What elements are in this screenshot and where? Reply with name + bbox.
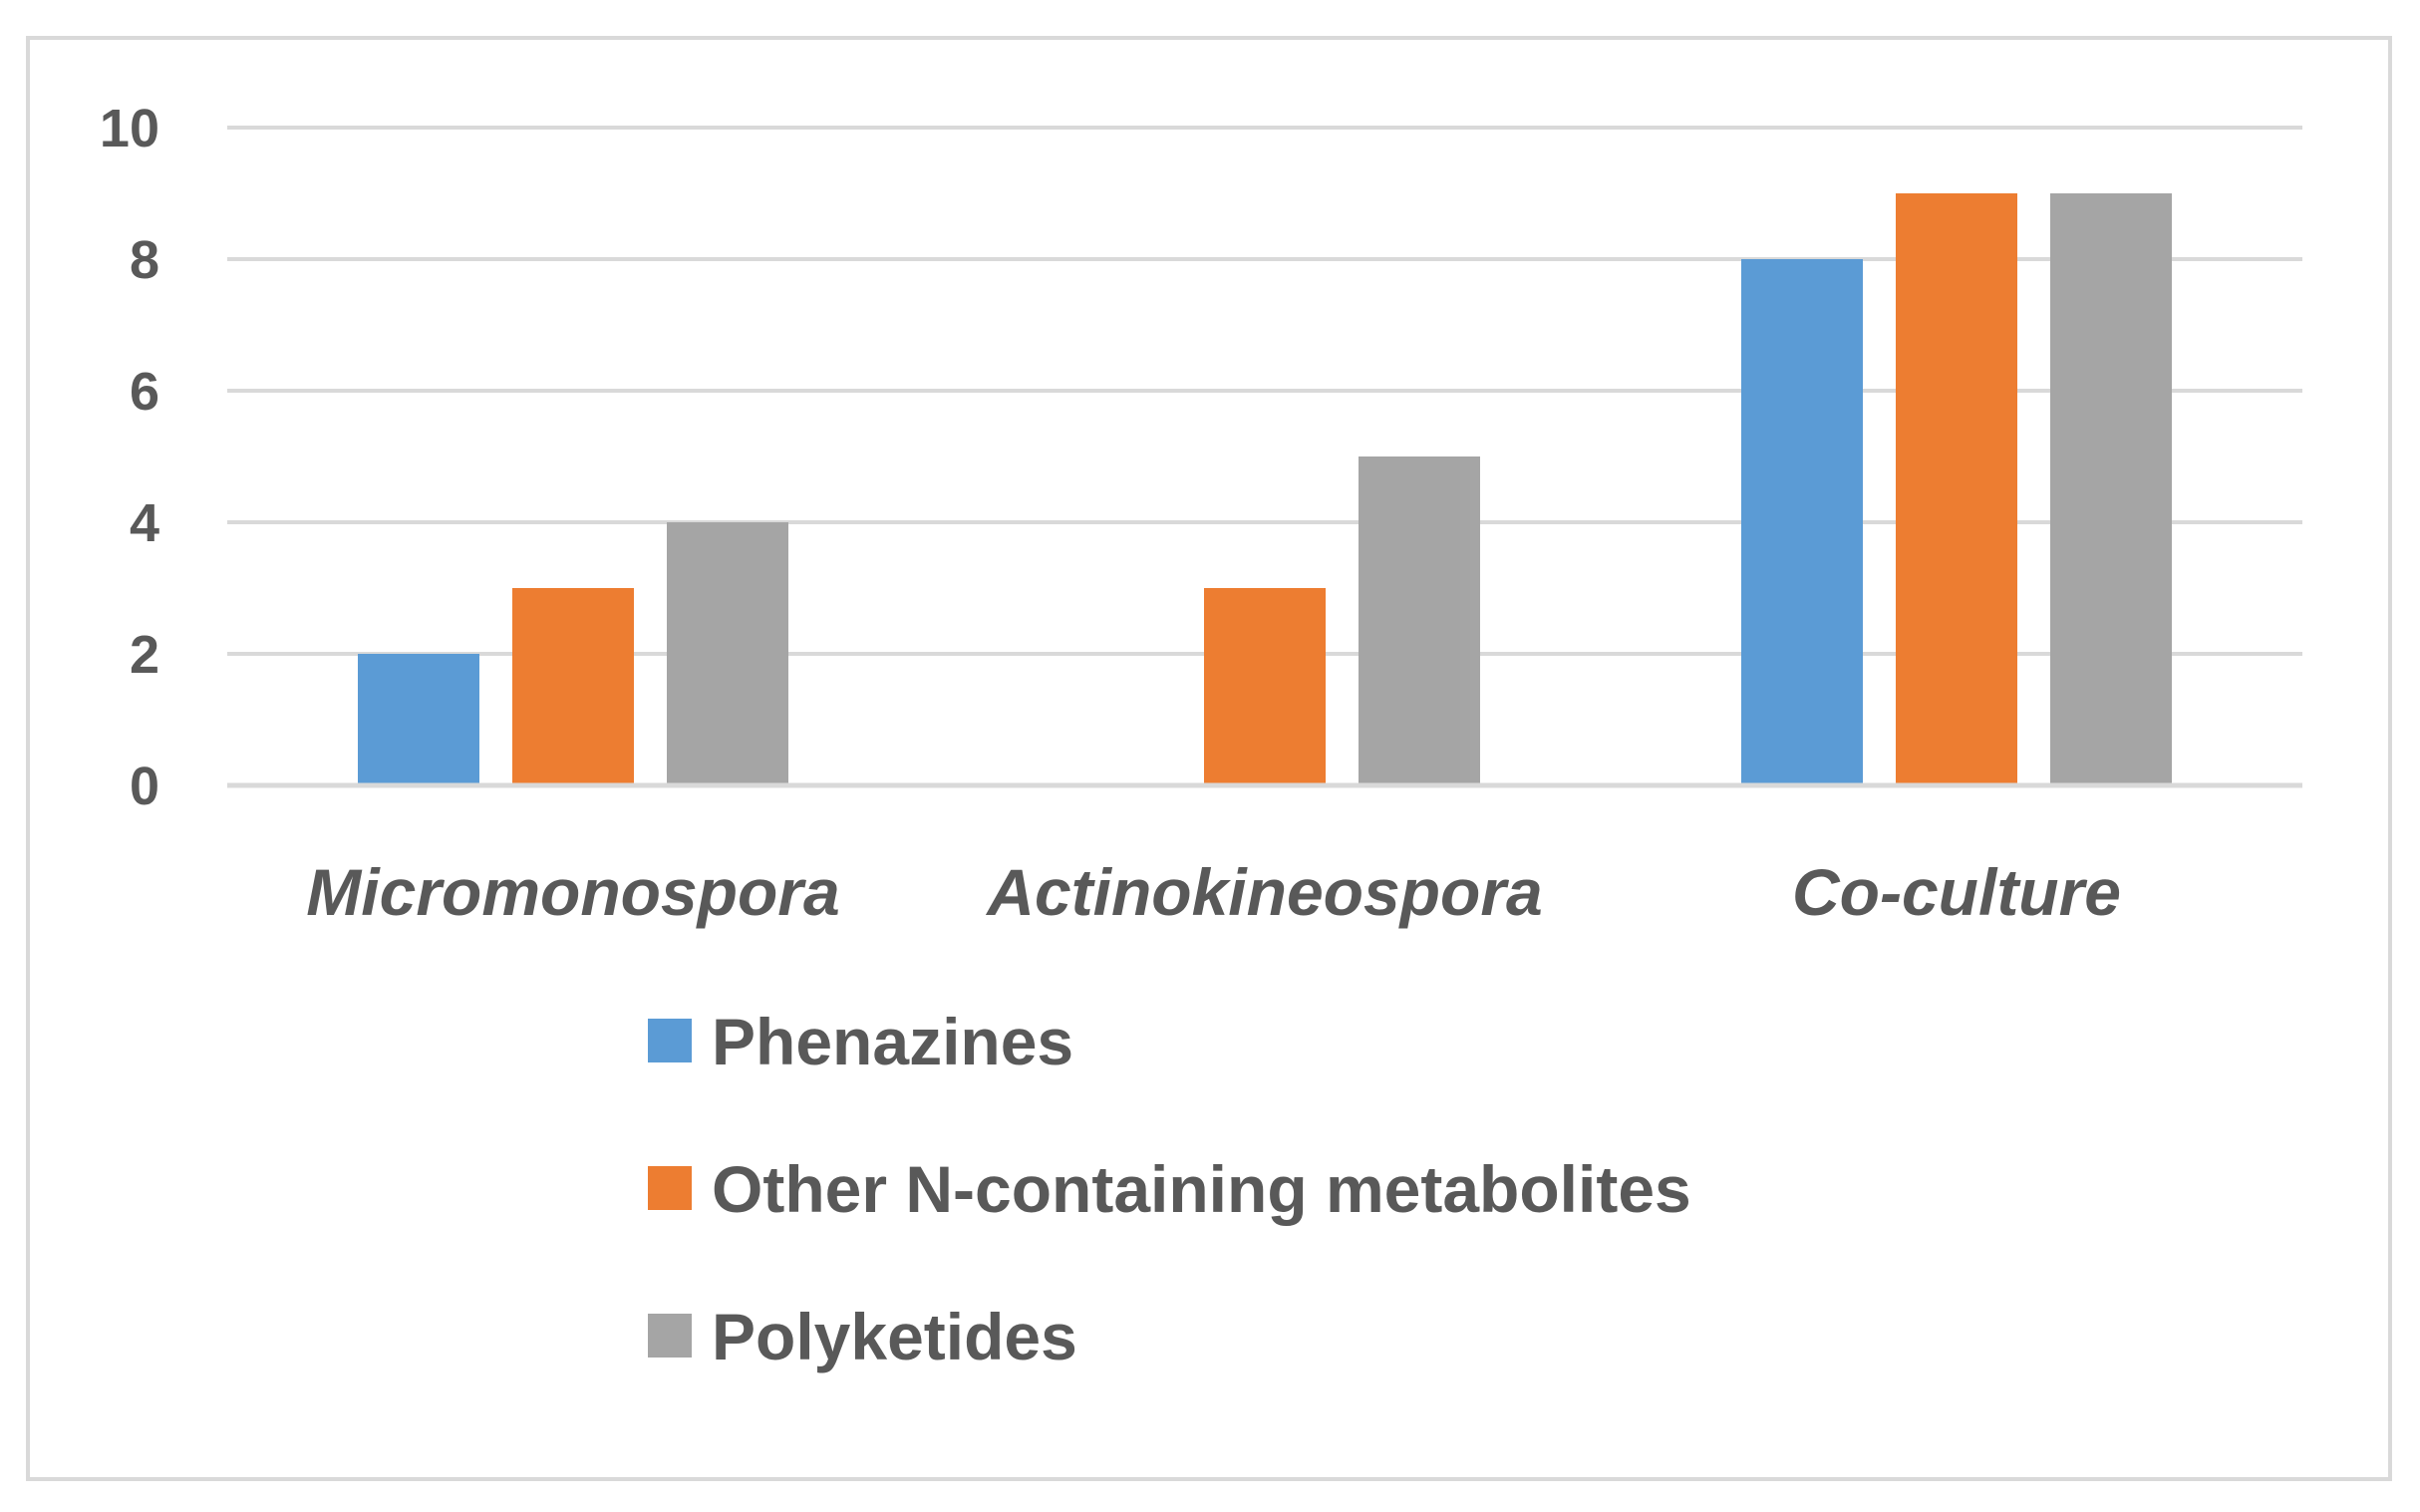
x-axis-category-labels: Micromonospora Actinokineospora Co-culture [306, 855, 2121, 929]
bar-phenazines-co-culture [1741, 259, 1863, 785]
legend-swatch [648, 1166, 692, 1210]
bar-phenazines-micromonospora [358, 654, 479, 785]
y-tick-label: 8 [130, 230, 159, 290]
bars [358, 193, 2172, 785]
legend-label: Polyketides [712, 1300, 1077, 1373]
y-tick-label: 10 [100, 99, 159, 158]
y-tick-label: 0 [130, 756, 159, 816]
y-tick-label: 6 [130, 362, 159, 422]
legend-swatch [648, 1314, 692, 1358]
bar-polyketides-actinokineospora [1359, 456, 1480, 785]
legend-label: Other N-containing metabolites [712, 1152, 1691, 1226]
category-label: Co-culture [1792, 855, 2121, 929]
bar-other-n-containing-metabolites-co-culture [1896, 193, 2017, 785]
bar-polyketides-micromonospora [667, 522, 788, 785]
y-tick-label: 4 [130, 493, 159, 553]
legend: Phenazines Other N-containing metabolites… [648, 1005, 1691, 1373]
bar-other-n-containing-metabolites-actinokineospora [1204, 588, 1326, 785]
legend-swatch [648, 1019, 692, 1062]
category-label: Actinokineospora [985, 855, 1542, 929]
y-axis-ticks: 0 2 4 6 8 10 [100, 99, 159, 816]
bar-other-n-containing-metabolites-micromonospora [512, 588, 634, 785]
y-tick-label: 2 [130, 625, 159, 685]
legend-label: Phenazines [712, 1005, 1073, 1078]
category-label: Micromonospora [306, 855, 839, 929]
bar-polyketides-co-culture [2050, 193, 2172, 785]
